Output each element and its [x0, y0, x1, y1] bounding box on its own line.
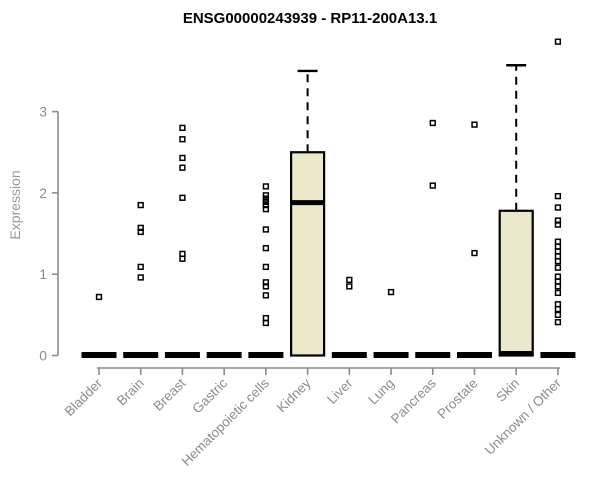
data-point-square — [554, 204, 562, 211]
x-category-label: Liver — [324, 375, 356, 407]
data-point-square — [262, 198, 270, 205]
data-point-square — [554, 301, 562, 308]
x-category-label: Bladder — [62, 375, 106, 419]
data-point-square — [346, 276, 353, 284]
collapsed-box-at-zero — [331, 352, 367, 358]
data-point-square — [471, 121, 478, 128]
data-point-square — [554, 258, 562, 265]
data-point-square — [262, 226, 270, 233]
y-tick-label: 3 — [39, 104, 47, 120]
y-axis-title: Expression — [7, 170, 23, 239]
data-point-square — [95, 293, 103, 301]
data-point-square — [262, 292, 270, 299]
x-category-label: Gastric — [189, 375, 230, 416]
x-category-label: Breast — [150, 375, 188, 413]
box-iqr — [290, 151, 326, 357]
data-point-square — [262, 245, 270, 252]
chart-title: ENSG00000243939 - RP11-200A13.1 — [182, 10, 438, 27]
data-point-square — [179, 194, 186, 201]
collapsed-box-at-zero — [373, 352, 409, 358]
collapsed-box-at-zero — [415, 352, 451, 358]
data-point-square — [179, 154, 186, 162]
data-point-square — [471, 249, 478, 257]
data-point-square — [262, 183, 270, 190]
data-point-square — [554, 311, 562, 319]
collapsed-box-at-zero — [81, 352, 117, 358]
data-point-square — [554, 238, 562, 245]
data-point-square — [262, 263, 270, 271]
data-point-square — [554, 248, 562, 255]
data-point-square — [429, 182, 436, 189]
data-point-square — [137, 263, 144, 271]
x-category-label: Kidney — [274, 375, 314, 415]
x-category-label: Pancreas — [388, 375, 439, 426]
collapsed-box-at-zero — [456, 352, 492, 358]
x-category-label: Lung — [365, 376, 397, 408]
collapsed-box-at-zero — [123, 352, 159, 358]
collapsed-box-at-zero — [248, 352, 284, 358]
data-point-square — [554, 264, 562, 271]
data-point-square — [137, 201, 144, 209]
x-category-label: Prostate — [434, 376, 480, 422]
data-point-square — [137, 228, 144, 236]
data-point-square — [137, 274, 144, 281]
data-point-square — [346, 283, 353, 290]
data-point-square — [262, 314, 270, 322]
y-tick-label: 1 — [39, 266, 47, 282]
collapsed-box-at-zero — [164, 352, 200, 358]
data-point-square — [554, 278, 562, 285]
data-point-square — [554, 193, 562, 200]
data-point-square — [262, 195, 270, 202]
data-point-square — [179, 124, 186, 132]
x-category-label: Skin — [493, 376, 522, 405]
collapsed-box-at-zero — [206, 352, 242, 358]
data-point-square — [387, 288, 395, 296]
x-category-label: Brain — [114, 376, 147, 409]
data-point-square — [179, 255, 186, 262]
data-point-square — [554, 38, 562, 45]
data-point-square — [262, 283, 270, 290]
data-point-square — [554, 243, 562, 250]
data-point-square — [554, 253, 562, 260]
data-point-square — [179, 164, 186, 171]
data-point-square — [554, 273, 562, 280]
box-iqr — [498, 209, 534, 357]
y-tick-label: 0 — [39, 348, 47, 364]
y-tick-label: 2 — [39, 185, 47, 201]
collapsed-box-at-zero — [540, 352, 576, 358]
data-point-square — [554, 306, 562, 313]
data-point-square — [262, 192, 270, 199]
data-point-square — [554, 289, 562, 297]
data-point-square — [179, 136, 186, 143]
data-point-square — [262, 319, 270, 327]
data-point-square — [429, 119, 436, 127]
data-point-square — [554, 319, 562, 326]
data-point-square — [554, 221, 562, 228]
x-category-label: Unknown / Other — [482, 375, 565, 458]
data-point-square — [554, 283, 562, 290]
data-point-square — [262, 206, 270, 213]
data-point-square — [179, 250, 186, 258]
